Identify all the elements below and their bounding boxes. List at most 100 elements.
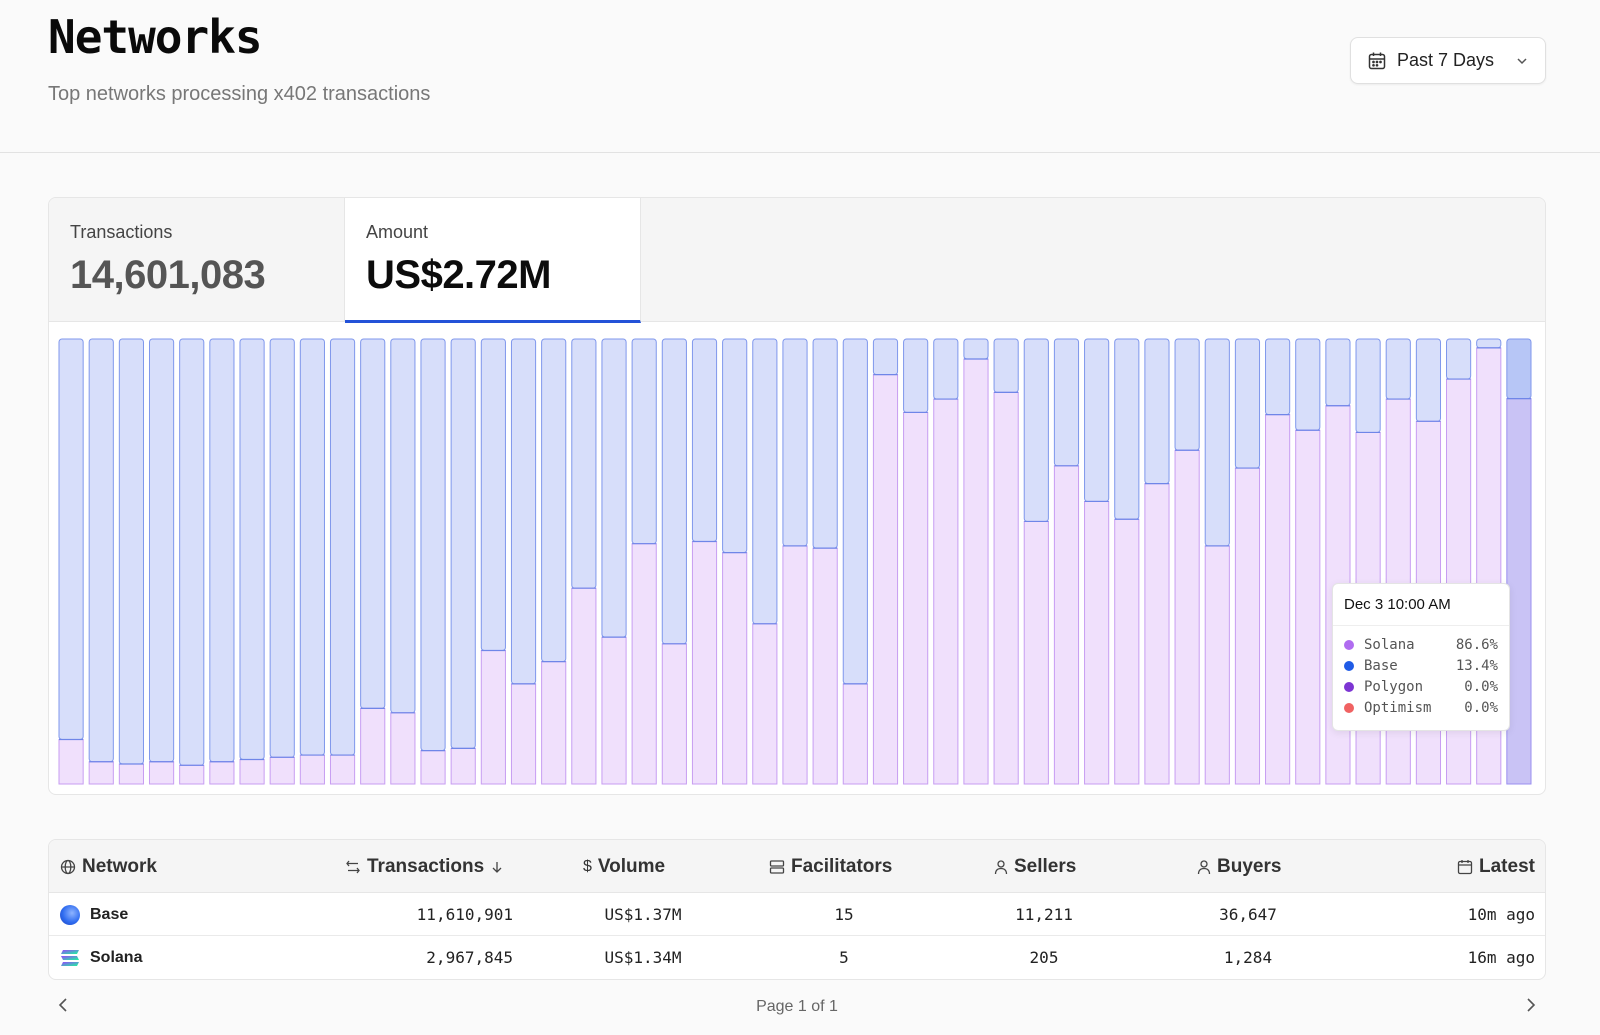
bar-base-segment[interactable] [1355,338,1381,433]
bar-solana-segment[interactable] [963,358,989,785]
bar-base-segment[interactable] [1295,338,1321,431]
bar-base-segment[interactable] [541,338,567,663]
bar-base-segment[interactable] [1053,338,1080,467]
column-sellers[interactable]: Sellers [994,840,1076,893]
bar-solana-segment[interactable] [390,712,416,785]
column-buyers[interactable]: Buyers [1197,840,1281,893]
bar-solana-segment[interactable] [510,683,537,785]
bar-solana-segment[interactable] [480,650,506,785]
bar-solana-segment[interactable] [872,374,899,785]
bar-base-segment[interactable] [752,338,778,625]
column-network[interactable]: Network [60,840,157,893]
bar-solana-segment[interactable] [1084,500,1110,785]
bar-base-segment[interactable] [1174,338,1200,451]
bar-base-segment[interactable] [601,338,627,638]
column-facilitators[interactable]: Facilitators [769,840,892,893]
bar-base-segment[interactable] [1476,338,1502,349]
bar-solana-segment[interactable] [1023,520,1049,785]
bar-solana-segment[interactable] [571,587,597,785]
table-row[interactable]: Solana 2,967,845 US$1.34M 5 205 1,284 16… [49,936,1545,979]
bar-solana-segment[interactable] [360,707,386,785]
bar-base-segment[interactable] [329,338,356,756]
bar-solana-segment[interactable] [420,750,446,785]
bar-solana-segment[interactable] [1144,483,1170,785]
bar-base-segment[interactable] [993,338,1019,393]
bar-base-segment[interactable] [450,338,476,749]
bar-base-segment[interactable] [1023,338,1049,522]
column-transactions[interactable]: Transactions [345,840,504,893]
bar-base-segment[interactable] [390,338,416,714]
bar-base-segment[interactable] [209,338,235,763]
bar-solana-segment[interactable] [903,411,929,785]
bar-base-segment[interactable] [179,338,205,766]
bar-base-segment[interactable] [88,338,114,763]
bar-base-segment[interactable] [722,338,748,554]
bar-base-segment[interactable] [239,338,265,761]
chevron-left-icon[interactable] [54,995,74,1015]
bar-solana-segment[interactable] [179,764,205,785]
chevron-right-icon[interactable] [1520,995,1540,1015]
bar-solana-segment[interactable] [993,391,1019,785]
tab-amount[interactable]: Amount US$2.72M [345,198,641,323]
bar-solana-segment[interactable] [1114,518,1140,785]
bar-base-segment[interactable] [1446,338,1472,380]
bar-solana-segment[interactable] [450,747,476,785]
bar-base-segment[interactable] [299,338,325,756]
column-latest[interactable]: Latest [1457,840,1535,893]
bar-base-segment[interactable] [812,338,838,549]
bar-base-segment[interactable] [631,338,657,545]
table-row[interactable]: Base 11,610,901 US$1.37M 15 11,211 36,64… [49,893,1545,936]
bar-solana-segment[interactable] [118,763,144,785]
bar-base-segment[interactable] [360,338,386,709]
bar-solana-segment[interactable] [601,636,627,785]
bar-solana-segment[interactable] [239,759,265,785]
bar-base-segment[interactable] [872,338,899,376]
bar-base-segment[interactable] [782,338,808,547]
bar-solana-segment[interactable] [1174,449,1200,785]
bar-base-segment[interactable] [420,338,446,752]
bar-solana-segment[interactable] [722,552,748,785]
bar-solana-segment[interactable] [541,661,567,785]
bar-solana-segment[interactable] [148,761,175,785]
bar-solana-segment[interactable] [1053,465,1080,785]
bar-base-segment[interactable] [1144,338,1170,485]
bar-base-segment[interactable] [1084,338,1110,502]
bar-base-segment[interactable] [571,338,597,589]
bar-solana-segment[interactable] [299,754,325,785]
bar-base-segment[interactable] [1325,338,1351,407]
bar-base-segment[interactable] [963,338,989,360]
bar-base-segment[interactable] [1506,338,1532,400]
date-range-button[interactable]: Past 7 Days [1350,37,1546,84]
bar-solana-segment[interactable] [752,623,778,785]
bar-solana-segment[interactable] [782,545,808,785]
bar-base-segment[interactable] [903,338,929,413]
bar-base-segment[interactable] [118,338,144,765]
bar-solana-segment[interactable] [661,643,687,785]
bar-base-segment[interactable] [1415,338,1442,422]
bar-solana-segment[interactable] [631,543,657,785]
column-volume[interactable]: $ Volume [583,840,665,893]
bar-base-segment[interactable] [148,338,175,763]
tab-transactions[interactable]: Transactions 14,601,083 [49,198,345,322]
bar-base-segment[interactable] [1114,338,1140,520]
bar-solana-segment[interactable] [1265,414,1291,785]
bar-base-segment[interactable] [480,338,506,651]
bar-solana-segment[interactable] [1295,429,1321,785]
bar-solana-segment[interactable] [269,756,295,785]
bar-solana-segment[interactable] [842,683,868,785]
bar-base-segment[interactable] [842,338,868,685]
bar-base-segment[interactable] [1265,338,1291,416]
bar-solana-segment[interactable] [812,547,838,785]
bar-base-segment[interactable] [58,338,84,740]
bar-solana-segment[interactable] [1204,545,1230,785]
bar-base-segment[interactable] [933,338,959,400]
bar-solana-segment[interactable] [1234,467,1261,785]
bar-solana-segment[interactable] [209,761,235,785]
bar-base-segment[interactable] [510,338,537,685]
bar-solana-segment[interactable] [329,754,356,785]
bar-base-segment[interactable] [661,338,687,645]
bar-solana-segment[interactable] [88,761,114,785]
bar-solana-segment[interactable] [1506,398,1532,785]
bar-base-segment[interactable] [1234,338,1261,469]
bar-solana-segment[interactable] [691,540,718,785]
